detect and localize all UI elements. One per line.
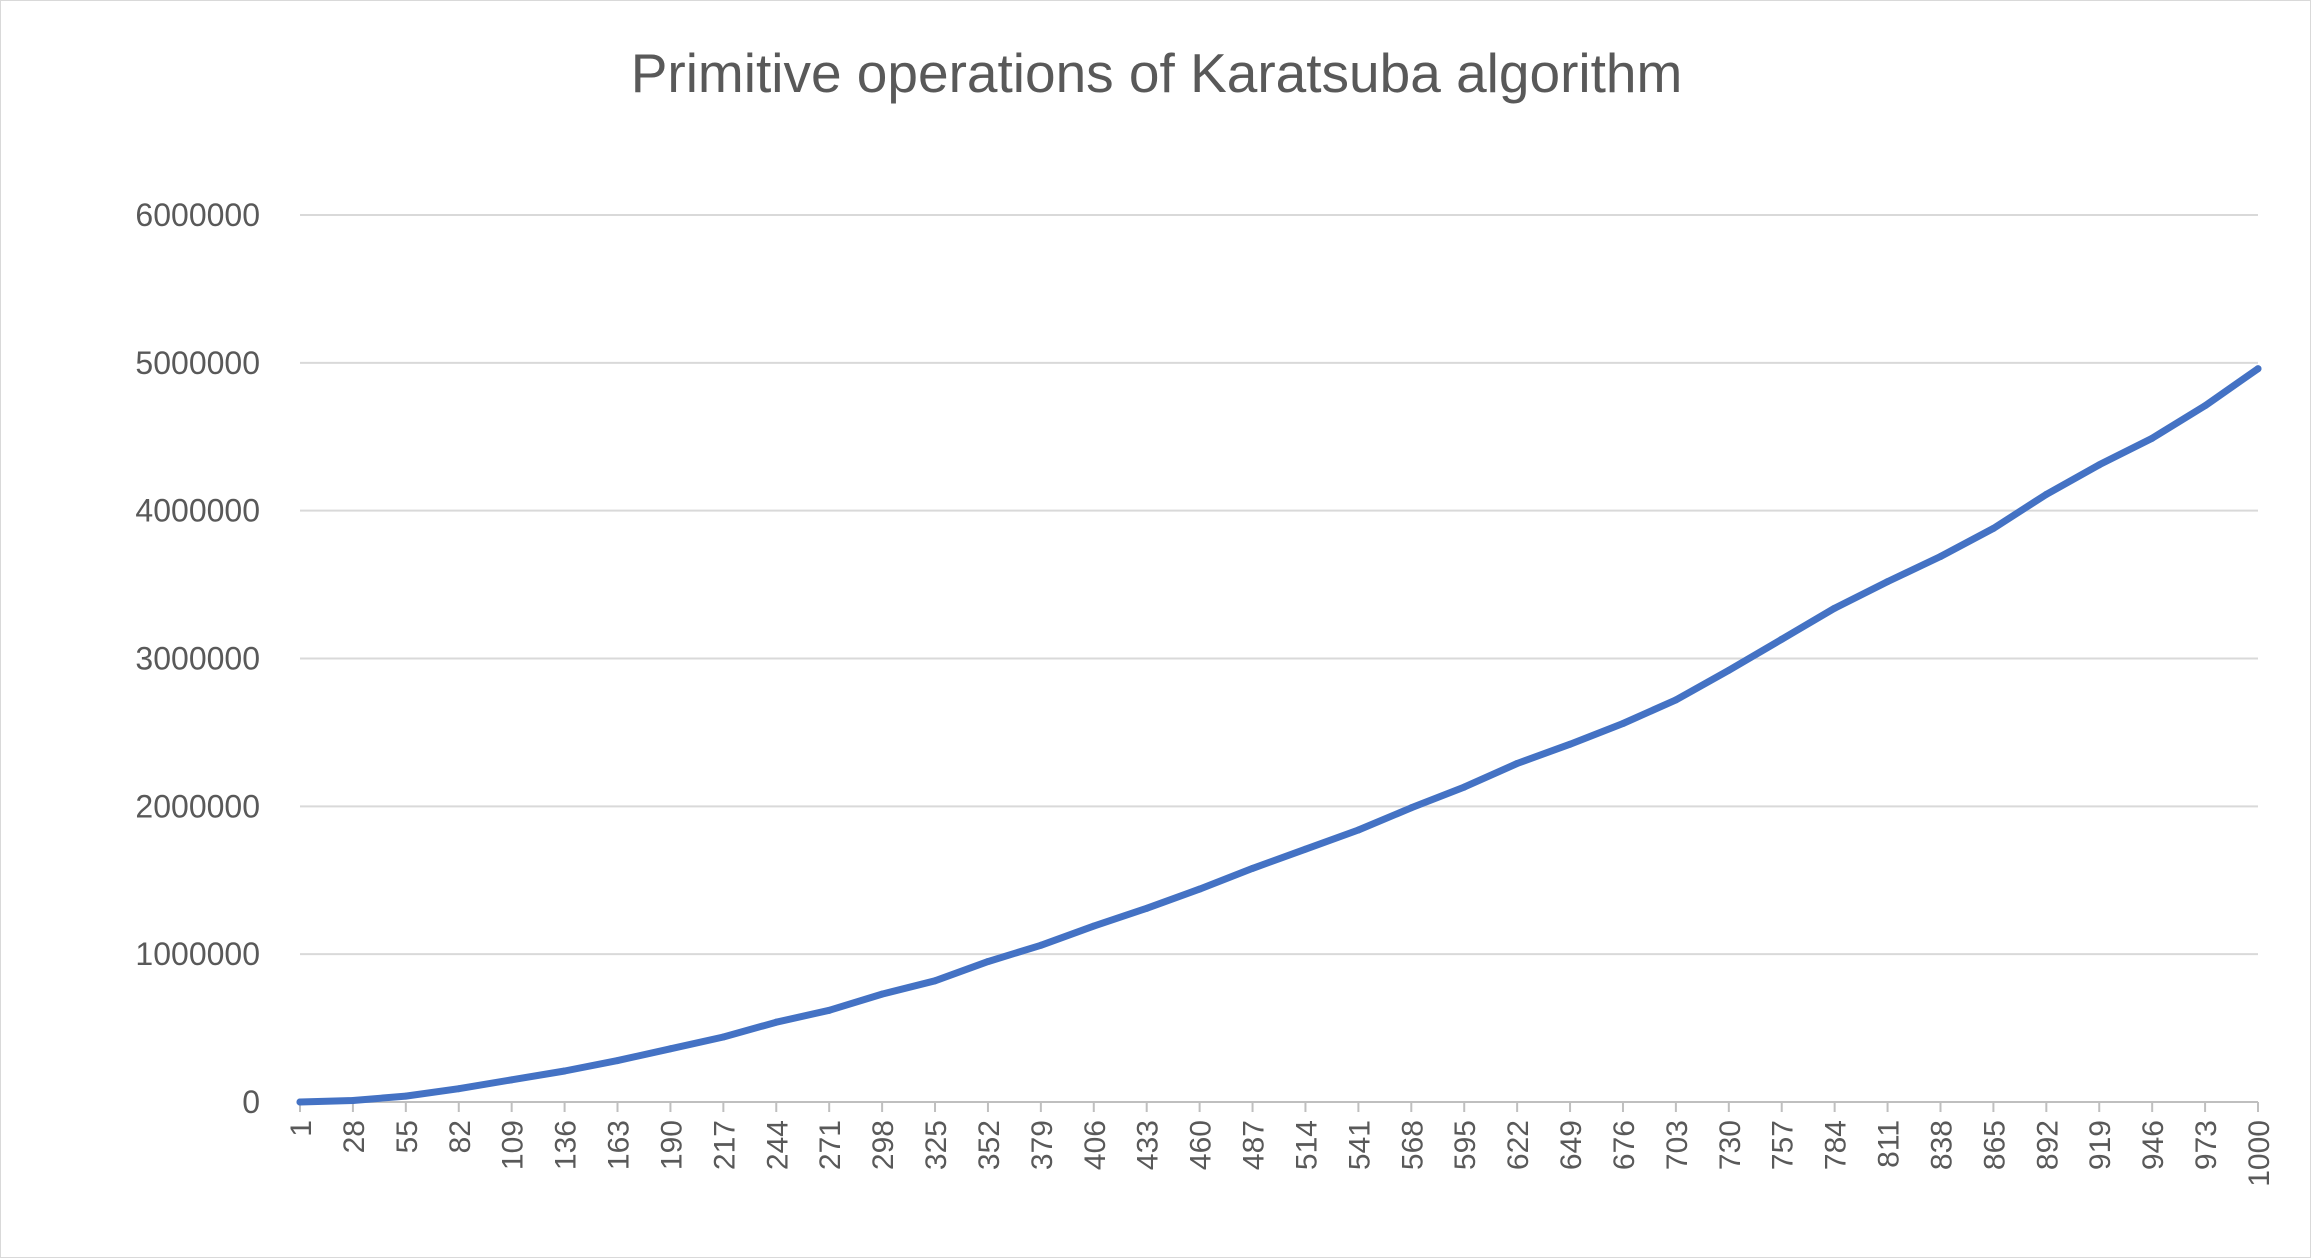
- data-point: [931, 977, 939, 985]
- x-tick-label: 730: [1714, 1120, 1747, 1170]
- x-tick-label: 55: [391, 1120, 424, 1153]
- data-point: [719, 1033, 727, 1041]
- x-tick-label: 892: [2031, 1120, 2064, 1170]
- data-point: [984, 958, 992, 966]
- data-point: [1196, 885, 1204, 893]
- x-tick-label: 460: [1185, 1120, 1218, 1170]
- data-point: [1301, 845, 1309, 853]
- data-point: [2201, 402, 2209, 410]
- x-tick-label: 28: [338, 1120, 371, 1153]
- series-line: [296, 365, 2262, 1106]
- x-tick-label: 406: [1079, 1120, 1112, 1170]
- x-tick-label: 271: [814, 1120, 847, 1170]
- y-tick-label: 0: [242, 1084, 260, 1120]
- x-tick-label: 865: [1978, 1120, 2011, 1170]
- data-point: [1989, 524, 1997, 532]
- chart-title: Primitive operations of Karatsuba algori…: [630, 42, 1683, 104]
- data-point: [772, 1018, 780, 1026]
- data-point: [1831, 604, 1839, 612]
- x-tick-label: 352: [973, 1120, 1006, 1170]
- data-point: [455, 1085, 463, 1093]
- x-tick-label: 649: [1555, 1120, 1588, 1170]
- x-tick-label: 433: [1132, 1120, 1165, 1170]
- data-point: [1619, 720, 1627, 728]
- data-point: [2042, 490, 2050, 498]
- x-tick-label: 541: [1343, 1120, 1376, 1170]
- x-tick-label: 109: [497, 1120, 530, 1170]
- data-point: [1143, 904, 1151, 912]
- x-tick-label: 487: [1238, 1120, 1271, 1170]
- x-tick-label: 622: [1502, 1120, 1535, 1170]
- data-point: [2095, 461, 2103, 469]
- x-tick-label: 1: [285, 1120, 318, 1137]
- y-tick-label: 1000000: [135, 936, 260, 972]
- data-point: [1725, 666, 1733, 674]
- data-point: [508, 1076, 516, 1084]
- y-tick-label: 3000000: [135, 641, 260, 677]
- data-point: [878, 990, 886, 998]
- data-point: [2254, 365, 2262, 373]
- x-tick-label: 676: [1608, 1120, 1641, 1170]
- data-point: [614, 1057, 622, 1065]
- x-tick-label: 1000: [2243, 1120, 2276, 1187]
- x-tick-label: 136: [550, 1120, 583, 1170]
- x-tick-label: 163: [603, 1120, 636, 1170]
- data-point: [1407, 804, 1415, 812]
- data-point: [666, 1045, 674, 1053]
- data-point: [1354, 826, 1362, 834]
- x-tick-label: 757: [1767, 1120, 1800, 1170]
- x-tick-label: 946: [2137, 1120, 2170, 1170]
- x-tick-label: 973: [2190, 1120, 2223, 1170]
- x-tick-label: 811: [1873, 1120, 1906, 1168]
- x-tick-label: 325: [920, 1120, 953, 1170]
- y-tick-label: 6000000: [135, 197, 260, 233]
- data-point: [1460, 783, 1468, 791]
- data-point: [2148, 434, 2156, 442]
- data-point: [1566, 740, 1574, 748]
- x-tick-label: 595: [1449, 1120, 1482, 1170]
- x-tick-label: 784: [1820, 1120, 1853, 1170]
- x-tick-label: 379: [1026, 1120, 1059, 1170]
- data-point: [1936, 552, 1944, 560]
- x-tick-label: 298: [867, 1120, 900, 1170]
- y-tick-label: 4000000: [135, 493, 260, 529]
- y-tick-label: 2000000: [135, 788, 260, 824]
- data-point: [1884, 578, 1892, 586]
- x-tick-label: 244: [761, 1120, 794, 1170]
- data-point: [296, 1098, 304, 1106]
- data-point: [349, 1097, 357, 1105]
- data-point: [1090, 922, 1098, 930]
- data-point: [561, 1067, 569, 1075]
- x-tick-label: 919: [2084, 1120, 2117, 1170]
- data-point: [825, 1006, 833, 1014]
- y-tick-label: 5000000: [135, 345, 260, 381]
- data-point: [1778, 635, 1786, 643]
- x-tick-label: 703: [1661, 1120, 1694, 1170]
- data-point: [1513, 759, 1521, 767]
- x-tick-label: 82: [444, 1120, 477, 1153]
- data-point: [1672, 696, 1680, 704]
- x-tick-label: 568: [1396, 1120, 1429, 1170]
- x-tick-label: 217: [708, 1120, 741, 1170]
- x-tick-label: 838: [1925, 1120, 1958, 1170]
- x-tick-label: 514: [1290, 1120, 1323, 1170]
- data-point: [402, 1092, 410, 1100]
- x-tick-label: 190: [655, 1120, 688, 1170]
- data-point: [1037, 941, 1045, 949]
- data-point: [1249, 864, 1257, 872]
